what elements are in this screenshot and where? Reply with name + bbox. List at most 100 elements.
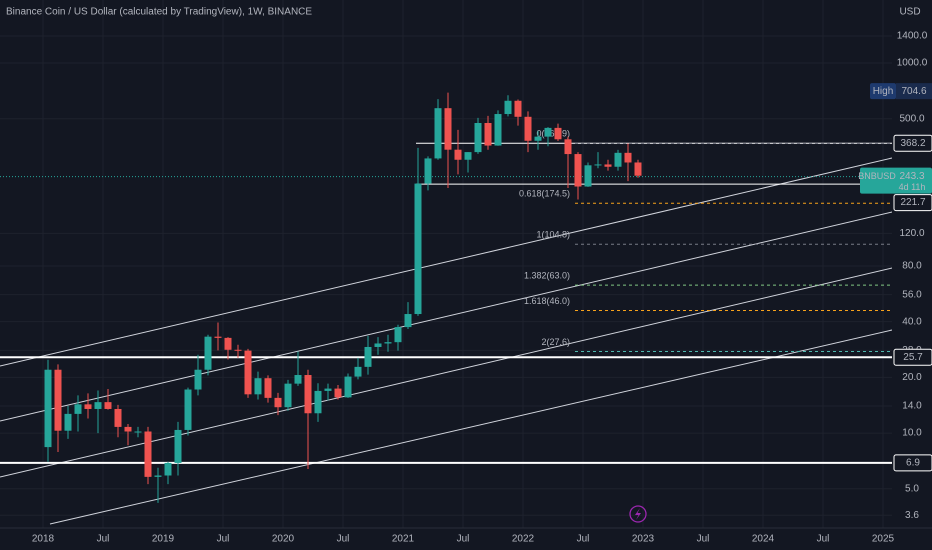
x-tick-label: Jul (457, 534, 470, 545)
candle-body (154, 475, 162, 477)
y-tick-label: 14.0 (902, 401, 922, 412)
candle-body (74, 404, 82, 414)
level-box (893, 454, 932, 472)
fib-label: 2(27.6) (541, 337, 570, 347)
high-tag-box (870, 83, 896, 100)
candle-body (324, 388, 332, 391)
y-tick-label: 40.0 (902, 316, 922, 327)
candle-body (364, 346, 372, 367)
candle-body (184, 389, 192, 430)
candle-body (614, 152, 622, 167)
candle-body (374, 343, 382, 347)
high-value-box (896, 83, 932, 100)
candle-body (524, 116, 532, 141)
y-tick-label: 1000.0 (897, 58, 928, 69)
time-axis (0, 528, 892, 550)
x-tick-label: 2018 (32, 534, 55, 545)
candle-body (334, 388, 342, 398)
candle-body (574, 154, 582, 187)
candle-body (264, 378, 272, 398)
candle-body (214, 336, 222, 338)
logo (629, 505, 647, 523)
candle-body (504, 100, 512, 115)
candle-body (234, 349, 242, 351)
candle-body (354, 366, 362, 377)
x-tick-label: 2024 (752, 534, 775, 545)
candle-body (624, 152, 632, 163)
candle-body (534, 136, 542, 141)
candle-body (314, 390, 322, 414)
candle-body (604, 164, 612, 167)
candle-body (204, 336, 212, 370)
candle-body (414, 183, 422, 315)
level-label: 25.7 (903, 352, 923, 363)
candle-body (294, 375, 302, 384)
candle-body (464, 152, 472, 160)
x-tick-label: Jul (337, 534, 350, 545)
x-tick-label: 2020 (272, 534, 295, 545)
y-tick-label: 56.0 (902, 289, 922, 300)
x-tick-label: 2022 (512, 534, 535, 545)
channel-line (0, 211, 893, 422)
candle-body (144, 431, 152, 477)
fib-label: 1.618(46.0) (524, 296, 570, 306)
candle-body (54, 369, 62, 431)
level-label: 221.7 (900, 197, 925, 208)
y-tick-label: 1400.0 (897, 31, 928, 42)
candle-body (634, 162, 642, 176)
candle-body (424, 158, 432, 184)
candle-body (244, 350, 252, 395)
level-box (893, 348, 932, 366)
y-tick-label: 10.0 (902, 428, 922, 439)
y-tick-label: 5.0 (905, 483, 919, 494)
level-box (893, 134, 932, 152)
candle-body (584, 165, 592, 187)
y-tick-label: 500.0 (899, 113, 924, 124)
candle-body (304, 375, 312, 414)
y-tick-label: 80.0 (902, 261, 922, 272)
candle-body (344, 376, 352, 398)
candle-body (384, 342, 392, 344)
fib-label: 1.382(63.0) (524, 271, 570, 281)
high-tag: High (873, 86, 894, 97)
y-tick-label: 120.0 (899, 228, 924, 239)
level-label: 368.2 (900, 138, 925, 149)
plot: 0(367.9) 0.618(174.5) 1(104.8) 1.382(63.0) 1… (0, 92, 892, 503)
fib-label: 0.618(174.5) (519, 189, 570, 199)
candle-body (224, 337, 232, 350)
symbol-label: BNBUSD (858, 171, 896, 181)
x-tick-label: Jul (817, 534, 830, 545)
channel-line (0, 157, 893, 367)
high-value: 704.6 (901, 86, 926, 97)
candle-body (44, 369, 52, 448)
candle-body (404, 314, 412, 328)
candle-body (64, 413, 72, 431)
candle-body (514, 100, 522, 117)
chart-title: Binance Coin / US Dollar (calculated by … (6, 7, 312, 18)
candle-body (114, 408, 122, 427)
x-tick-label: 2025 (872, 534, 895, 545)
candle-body (124, 426, 132, 432)
currency-label: USD (899, 7, 920, 18)
axes: 1400.01000.0500.0120.080.056.040.028.020… (32, 31, 932, 545)
level-label: 6.9 (906, 458, 920, 469)
y-tick-label: 20.0 (902, 372, 922, 383)
candle-body (494, 114, 502, 146)
candle-body (594, 164, 602, 166)
y-tick-label: 3.6 (905, 510, 919, 521)
fib-label: 0(367.9) (536, 129, 570, 139)
x-tick-label: Jul (577, 534, 590, 545)
x-tick-label: 2019 (152, 534, 175, 545)
candle-body (474, 122, 482, 153)
candle-body (444, 108, 452, 150)
countdown-label: 4d 11h (899, 182, 926, 192)
x-tick-label: Jul (217, 534, 230, 545)
candle-body (274, 397, 282, 408)
candle-body (254, 378, 262, 395)
candle-body (434, 108, 442, 159)
candle-body (554, 127, 562, 140)
x-tick-label: 2023 (632, 534, 655, 545)
